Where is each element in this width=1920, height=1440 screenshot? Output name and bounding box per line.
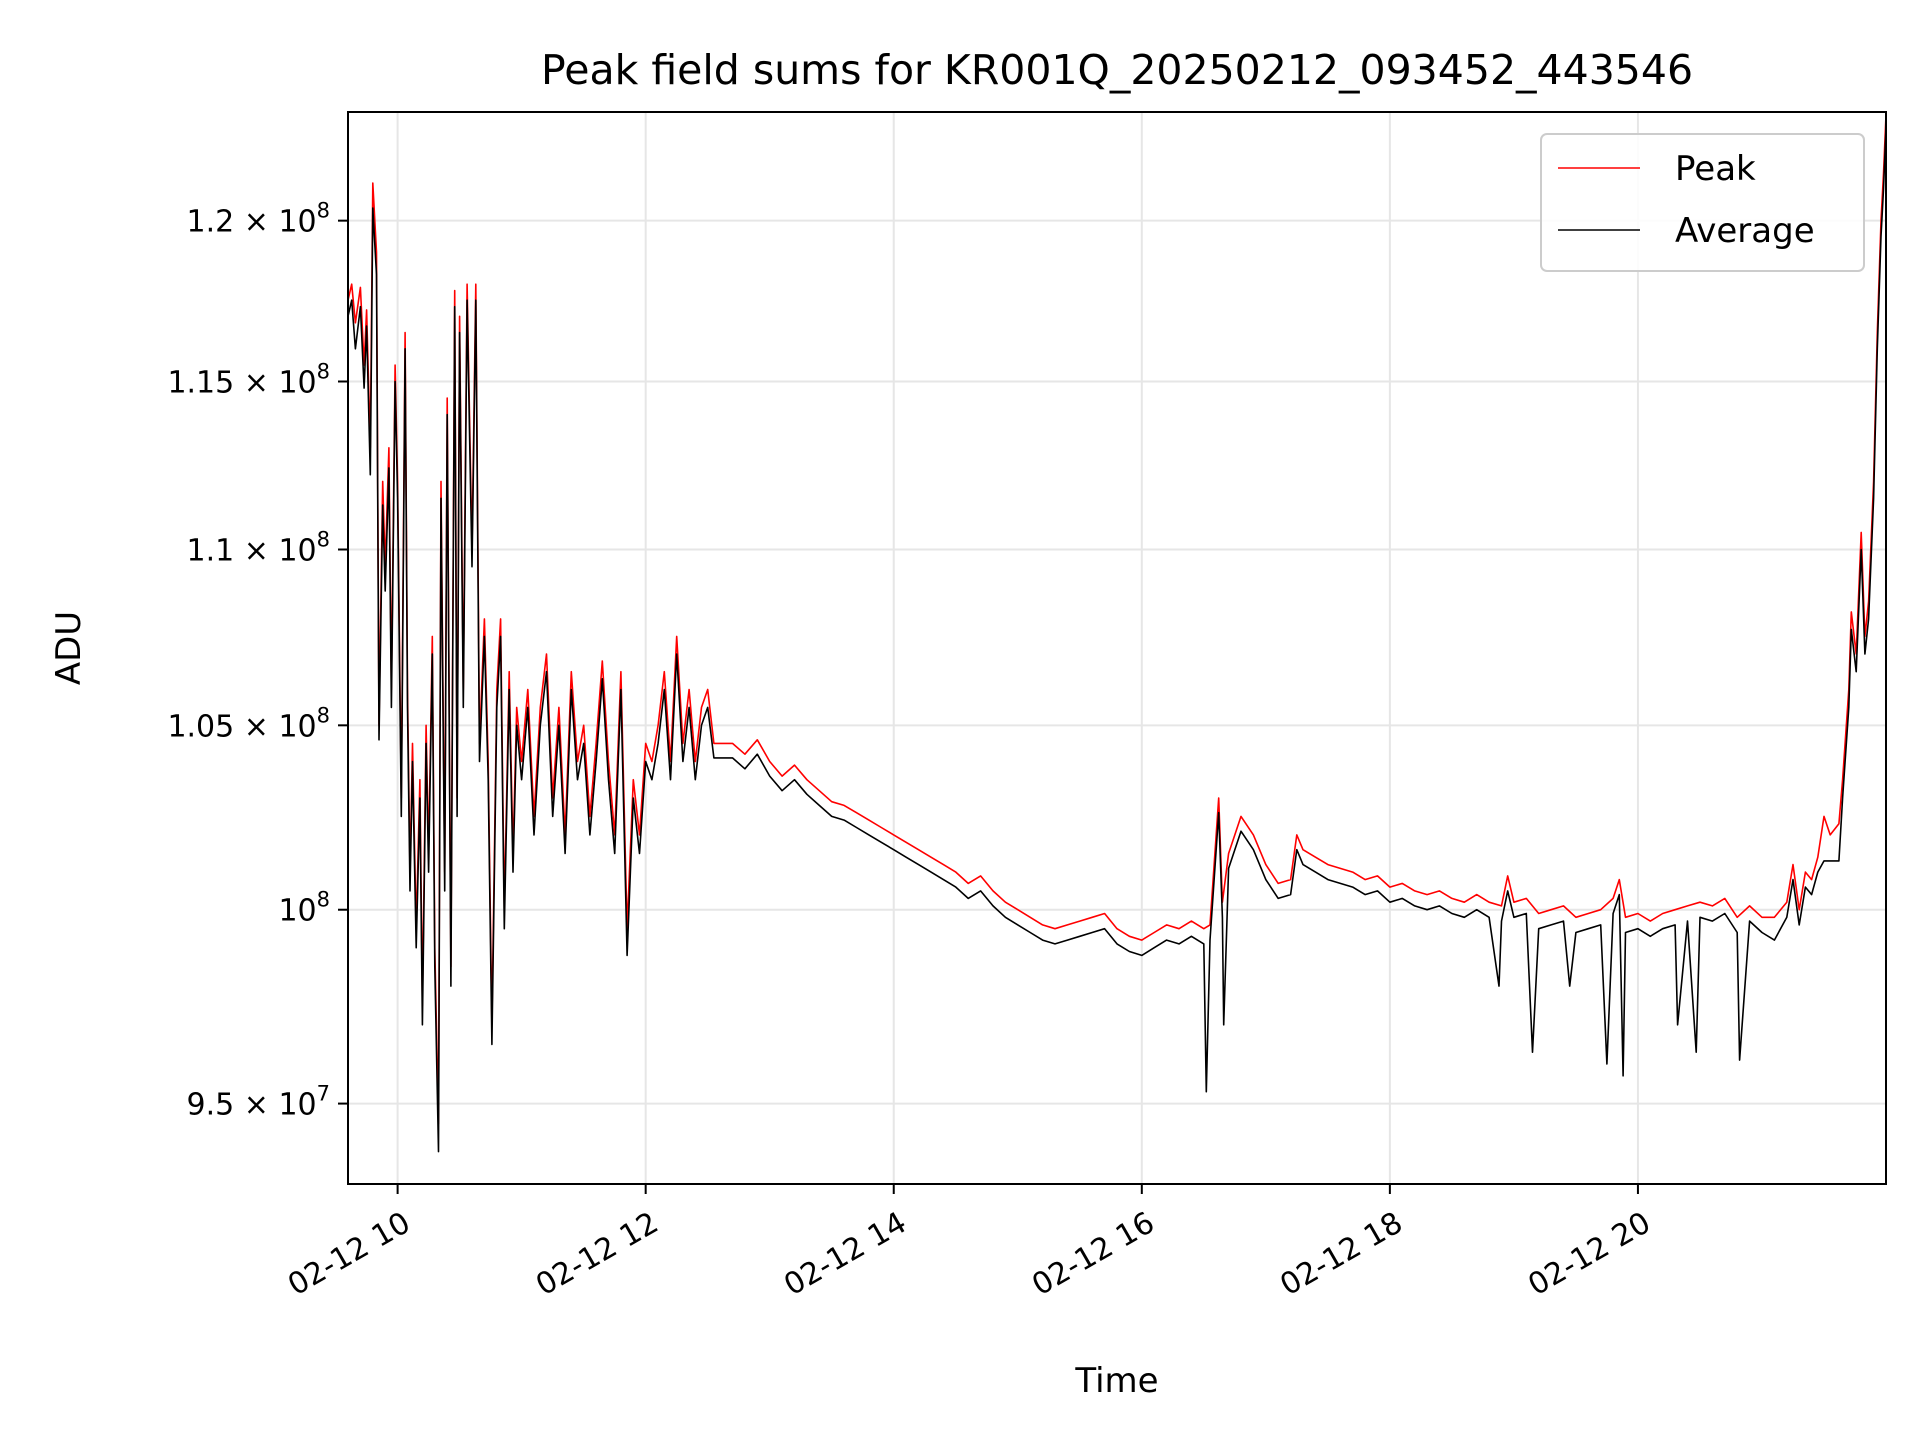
y-tick-label: 1.05 × 108	[167, 703, 330, 744]
legend: Peak Average	[1540, 133, 1865, 272]
grid	[348, 112, 1886, 1184]
y-tick-label: 1.15 × 108	[167, 360, 330, 401]
chart-title: Peak field sums for KR001Q_20250212_0934…	[541, 46, 1693, 94]
legend-label-average: Average	[1675, 211, 1815, 251]
y-axis: 9.5 × 107 108 1.05 × 108 1.1 × 108 1.15 × 10…	[167, 199, 348, 1123]
series-line-average	[348, 127, 1886, 1153]
y-axis-title: ADU	[49, 611, 89, 685]
x-axis-title: Time	[1074, 1361, 1158, 1401]
y-tick-label: 108	[278, 888, 330, 929]
y-tick-label: 9.5 × 107	[187, 1082, 330, 1123]
series-layer	[348, 115, 1886, 1153]
y-tick-label: 1.1 × 108	[187, 528, 330, 569]
plot-frame	[347, 111, 1887, 1185]
legend-label-peak: Peak	[1675, 149, 1756, 189]
y-tick-label: 1.2 × 108	[187, 199, 330, 240]
